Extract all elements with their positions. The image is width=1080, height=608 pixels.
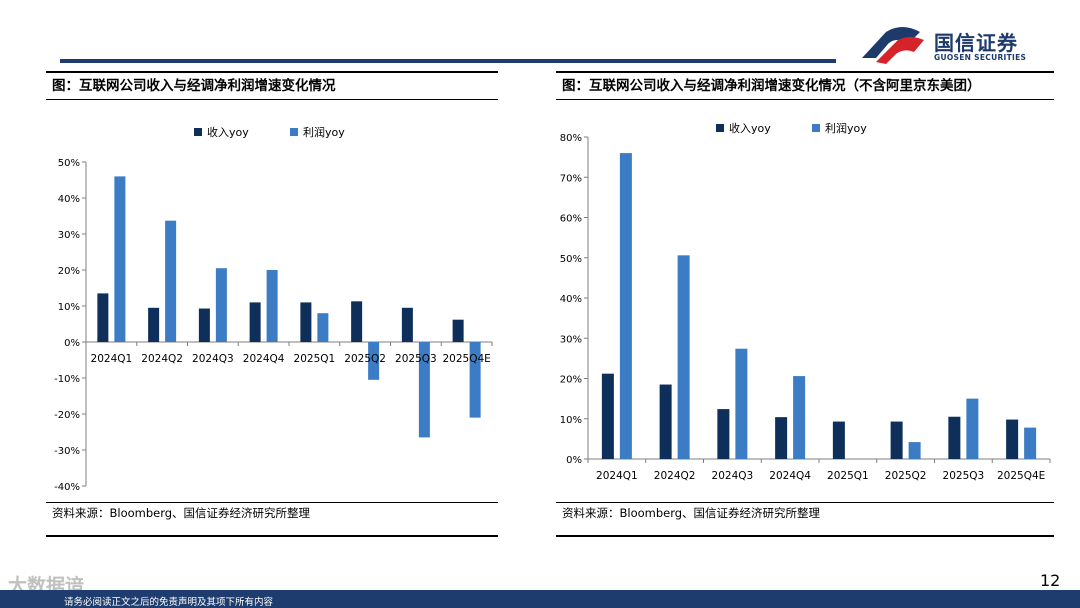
bar-profit-2025Q2 [368, 342, 380, 380]
y-tick-label: -10% [54, 374, 80, 385]
right-source-top-rule [556, 502, 1054, 503]
x-tick-label: 2025Q4E [442, 353, 490, 365]
bar-profit-2025Q3 [418, 342, 430, 438]
x-tick-label: 2024Q2 [654, 470, 696, 482]
header-rule [60, 59, 836, 63]
x-tick-label: 2025Q3 [943, 470, 985, 482]
logo-text-cn: 国信证券 [934, 31, 1018, 55]
y-tick-label: 10% [58, 302, 80, 313]
x-tick-label: 2025Q2 [885, 470, 927, 482]
bar-profit-2025Q3 [966, 398, 979, 459]
bar-revenue-2025Q3 [948, 416, 961, 459]
y-tick-label: -30% [54, 446, 80, 457]
x-tick-label: 2025Q1 [294, 353, 336, 365]
bar-revenue-2024Q2 [659, 384, 672, 459]
bar-revenue-2025Q2 [890, 421, 903, 459]
right-title-top-rule [556, 71, 1054, 73]
bar-revenue-2024Q4 [249, 302, 261, 342]
x-tick-label: 2025Q1 [827, 470, 869, 482]
bar-revenue-2024Q1 [601, 373, 614, 459]
logo-text-en: GUOSEN SECURITIES [934, 53, 1027, 62]
y-tick-label: 50% [58, 158, 80, 169]
x-tick-label: 2025Q4E [997, 470, 1045, 482]
left-chart-title: 图：互联网公司收入与经调净利润增速变化情况 [52, 78, 336, 94]
y-tick-label: 10% [560, 415, 582, 426]
left-source-top-rule [46, 502, 498, 503]
bar-profit-2024Q4 [793, 376, 806, 459]
y-tick-label: 20% [560, 375, 582, 386]
bar-revenue-2024Q2 [148, 307, 160, 342]
x-tick-label: 2024Q1 [91, 353, 133, 365]
x-tick-label: 2024Q2 [141, 353, 183, 365]
bar-revenue-2025Q2 [351, 301, 363, 342]
footer-bar [0, 590, 1080, 608]
y-tick-label: 30% [58, 230, 80, 241]
bar-profit-2024Q2 [165, 220, 177, 342]
x-tick-label: 2024Q4 [769, 470, 811, 482]
bar-profit-2025Q4E [1024, 427, 1037, 459]
left-title-top-rule [46, 71, 498, 73]
y-tick-label: 0% [566, 455, 582, 466]
x-tick-label: 2024Q1 [596, 470, 638, 482]
legend-label-1: 利润yoy [303, 125, 345, 139]
x-tick-label: 2025Q2 [344, 353, 386, 365]
legend-swatch-1 [290, 128, 298, 136]
x-tick-label: 2024Q3 [712, 470, 754, 482]
bar-profit-2025Q4E [469, 342, 481, 418]
x-tick-label: 2024Q3 [192, 353, 234, 365]
legend-swatch-0 [716, 124, 724, 132]
right-bar-chart: 收入yoy 利润yoy 0% 10% 20% 30% 40% 50% 60% 70% 80% 2024… [560, 121, 1051, 482]
page-number: 12 [1040, 571, 1061, 590]
bar-revenue-2024Q4 [775, 417, 788, 459]
bar-profit-2024Q2 [677, 255, 690, 459]
y-tick-label: -40% [54, 482, 80, 493]
legend-label-0: 收入yoy [729, 121, 771, 135]
x-tick-label: 2025Q3 [395, 353, 437, 365]
left-bottom-rule [46, 535, 498, 537]
bar-revenue-2024Q3 [198, 308, 210, 342]
bar-revenue-2024Q3 [717, 409, 730, 459]
y-tick-label: 30% [560, 334, 582, 345]
right-source-text: 资料来源：Bloomberg、国信证券经济研究所整理 [562, 506, 821, 520]
bar-revenue-2025Q3 [401, 307, 413, 342]
y-tick-label: 20% [58, 266, 80, 277]
right-title-bottom-rule [556, 99, 1054, 100]
bar-profit-2024Q3 [215, 268, 227, 342]
bar-revenue-2025Q1 [300, 302, 312, 342]
bar-revenue-2025Q4E [452, 319, 464, 342]
bar-profit-2024Q1 [619, 153, 632, 459]
legend-swatch-1 [812, 124, 820, 132]
y-tick-label: 40% [560, 294, 582, 305]
bar-revenue-2025Q1 [832, 421, 845, 459]
bar-revenue-2024Q1 [97, 293, 109, 342]
y-tick-label: 70% [560, 173, 582, 184]
y-tick-label: 40% [58, 194, 80, 205]
bar-profit-2025Q1 [317, 313, 329, 342]
y-tick-label: 50% [560, 254, 582, 265]
y-tick-label: 0% [64, 338, 80, 349]
footer-disclaimer: 请务必阅读正文之后的免责声明及其项下所有内容 [64, 597, 274, 608]
legend-label-0: 收入yoy [207, 125, 249, 139]
left-source-text: 资料来源：Bloomberg、国信证券经济研究所整理 [52, 506, 311, 520]
legend-label-1: 利润yoy [825, 121, 867, 135]
bar-profit-2024Q3 [735, 348, 748, 459]
bar-profit-2024Q4 [266, 270, 278, 342]
y-tick-label: -20% [54, 410, 80, 421]
y-tick-label: 80% [560, 133, 582, 144]
y-tick-label: 60% [560, 214, 582, 225]
bar-profit-2024Q1 [114, 176, 126, 342]
bar-profit-2025Q2 [908, 442, 921, 459]
right-chart-title: 图：互联网公司收入与经调净利润增速变化情况（不含阿里京东美团） [562, 78, 981, 94]
legend-swatch-0 [194, 128, 202, 136]
bar-revenue-2025Q4E [1006, 419, 1019, 459]
right-bottom-rule [556, 535, 1054, 537]
left-bar-chart: 收入yoy 利润yoy -40% -30% -20% -10% 0% 10% 20% 30% 40%… [54, 125, 493, 493]
x-tick-label: 2024Q4 [243, 353, 285, 365]
left-title-bottom-rule [46, 99, 498, 100]
guosen-logo-icon [862, 27, 924, 64]
